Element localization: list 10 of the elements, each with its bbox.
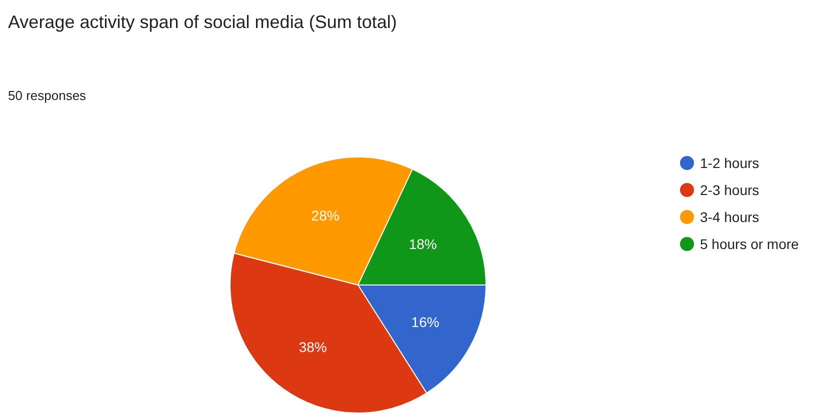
legend-label: 3-4 hours — [700, 208, 760, 225]
legend-label: 2-3 hours — [700, 182, 760, 198]
data-label: 18% — [408, 236, 437, 252]
data-label: 16% — [411, 314, 440, 330]
data-label: 28% — [311, 207, 340, 224]
legend-label: 1-2 hours — [700, 154, 760, 171]
data-label: 38% — [298, 339, 327, 356]
legend-label: 5 hours or more — [700, 236, 800, 252]
chart-title: Average activity span of social media (Sum total) — [8, 12, 397, 32]
text: 50 responses — [8, 88, 87, 103]
